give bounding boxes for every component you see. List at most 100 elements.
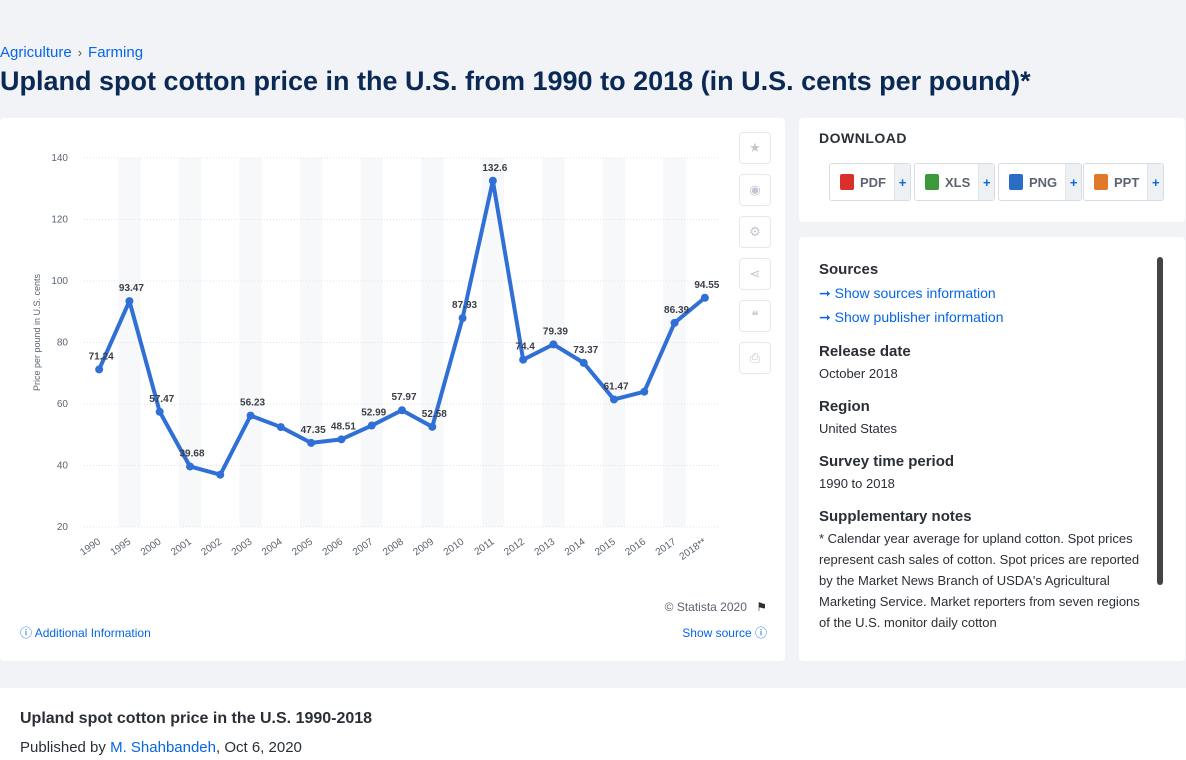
download-png-button[interactable]: PNG + [998,163,1083,201]
data-label: 132.6 [482,163,507,174]
data-point[interactable] [610,395,618,404]
supplementary-notes-text: * Calendar year average for upland cotto… [819,531,1140,630]
download-xls-button[interactable]: XLS + [914,163,996,201]
settings-gear-icon[interactable]: ⚙ [739,216,771,248]
plus-icon[interactable]: + [1147,164,1164,200]
info-scrollbar[interactable] [1157,257,1163,585]
survey-period-value: 1990 to 2018 [819,476,895,491]
data-point[interactable] [428,422,437,431]
sources-heading: Sources [819,261,879,278]
data-label: 79.39 [543,326,568,337]
png-file-icon [1009,174,1023,190]
author-link[interactable]: M. Shahbandeh [110,739,216,756]
data-label: 39.68 [179,448,204,459]
download-title: DOWNLOAD [819,130,907,146]
x-tick-label: 2002 [199,536,224,558]
download-pdf-button[interactable]: PDF + [829,163,911,201]
survey-period-heading: Survey time period [819,453,955,470]
breadcrumb-separator: › [77,45,83,60]
data-point[interactable] [700,293,709,302]
data-point[interactable] [276,423,285,432]
data-point[interactable] [186,462,194,471]
data-point[interactable] [670,318,679,327]
data-label: 61.47 [603,381,628,392]
data-point[interactable] [307,438,316,447]
y-tick-label: 40 [57,461,69,472]
top-bar [0,0,1186,38]
x-tick-label: 2015 [593,536,618,558]
data-point[interactable] [488,176,497,185]
data-point[interactable] [640,387,649,396]
breadcrumb-farming[interactable]: Farming [88,44,144,61]
data-label: 47.35 [301,425,326,436]
copyright-text: © Statista 2020 [664,600,747,614]
data-point[interactable] [337,435,346,444]
y-axis-label: Price per pound in U.S. cents [32,273,42,391]
data-point[interactable] [458,314,467,323]
show-sources-link[interactable]: ➞ Show sources information [819,285,996,302]
notification-bell-icon[interactable]: ◉ [739,174,771,206]
breadcrumb: Agriculture › Farming [0,44,143,61]
column-band [663,158,686,527]
flag-icon: ⚑ [756,600,767,614]
data-point[interactable] [549,340,558,349]
data-label: 57.47 [149,394,174,405]
breadcrumb-agriculture[interactable]: Agriculture [0,44,72,61]
info-icon: ⓘ [754,626,767,640]
favorite-star-icon[interactable]: ★ [739,132,771,164]
x-tick-label: 2016 [623,536,648,558]
copyright-notice[interactable]: © Statista 2020 ⚑ [665,600,767,614]
data-point[interactable] [246,411,255,420]
data-point[interactable] [95,365,104,374]
download-ppt-button[interactable]: PPT + [1083,163,1165,201]
additional-information-link[interactable]: ⓘ Additional Information [20,624,151,641]
data-label: 93.47 [119,283,144,294]
x-tick-label: 2012 [502,536,527,558]
x-tick-label: 2008 [381,536,406,558]
show-publisher-text: Show publisher information [834,309,1004,325]
x-tick-label: 2011 [473,536,497,558]
published-prefix: Published by [20,739,106,756]
data-label: 71.24 [89,351,114,362]
arrow-right-icon: ➞ [819,285,831,301]
cite-quote-icon[interactable]: ❝ [739,300,771,332]
region-heading: Region [819,398,870,415]
show-publisher-link[interactable]: ➞ Show publisher information [819,309,1004,326]
x-tick-label: 1990 [78,536,103,558]
x-tick-label: 2009 [411,536,436,558]
column-band [300,158,323,527]
release-date-heading: Release date [819,343,911,360]
data-label: 74.4 [515,342,535,353]
column-band [602,158,626,527]
data-point[interactable] [519,355,528,364]
info-icon: ⓘ [20,626,33,640]
column-band [360,158,383,527]
data-point[interactable] [579,358,588,367]
published-by: Published by M. Shahbandeh, Oct 6, 2020 [20,739,302,756]
download-ppt-label: PPT [1114,174,1140,190]
share-icon[interactable]: ⋖ [739,258,771,290]
page-title: Upland spot cotton price in the U.S. fro… [0,66,1031,96]
show-source-link[interactable]: Show source ⓘ [682,624,767,641]
show-sources-text: Show sources information [834,285,996,301]
download-xls-label: XLS [945,174,971,190]
x-tick-label: 2004 [260,536,285,558]
additional-information-text: Additional Information [34,626,151,640]
data-point[interactable] [155,407,164,416]
plus-icon[interactable]: + [894,164,910,200]
data-label: 57.97 [391,392,416,403]
info-card: Sources ➞ Show sources information ➞ Sho… [799,237,1185,661]
plus-icon[interactable]: + [978,164,995,200]
data-label: 87.93 [452,300,477,311]
ppt-file-icon [1094,174,1108,190]
x-tick-label: 2005 [290,536,315,558]
download-png-label: PNG [1029,174,1058,190]
data-label: 86.39 [664,305,689,316]
data-label: 48.51 [331,421,356,432]
data-point[interactable] [125,297,134,306]
data-point[interactable] [398,406,406,415]
print-icon[interactable]: ⎙ [739,342,771,374]
data-point[interactable] [216,470,225,479]
plus-icon[interactable]: + [1065,164,1082,200]
data-point[interactable] [367,421,376,430]
